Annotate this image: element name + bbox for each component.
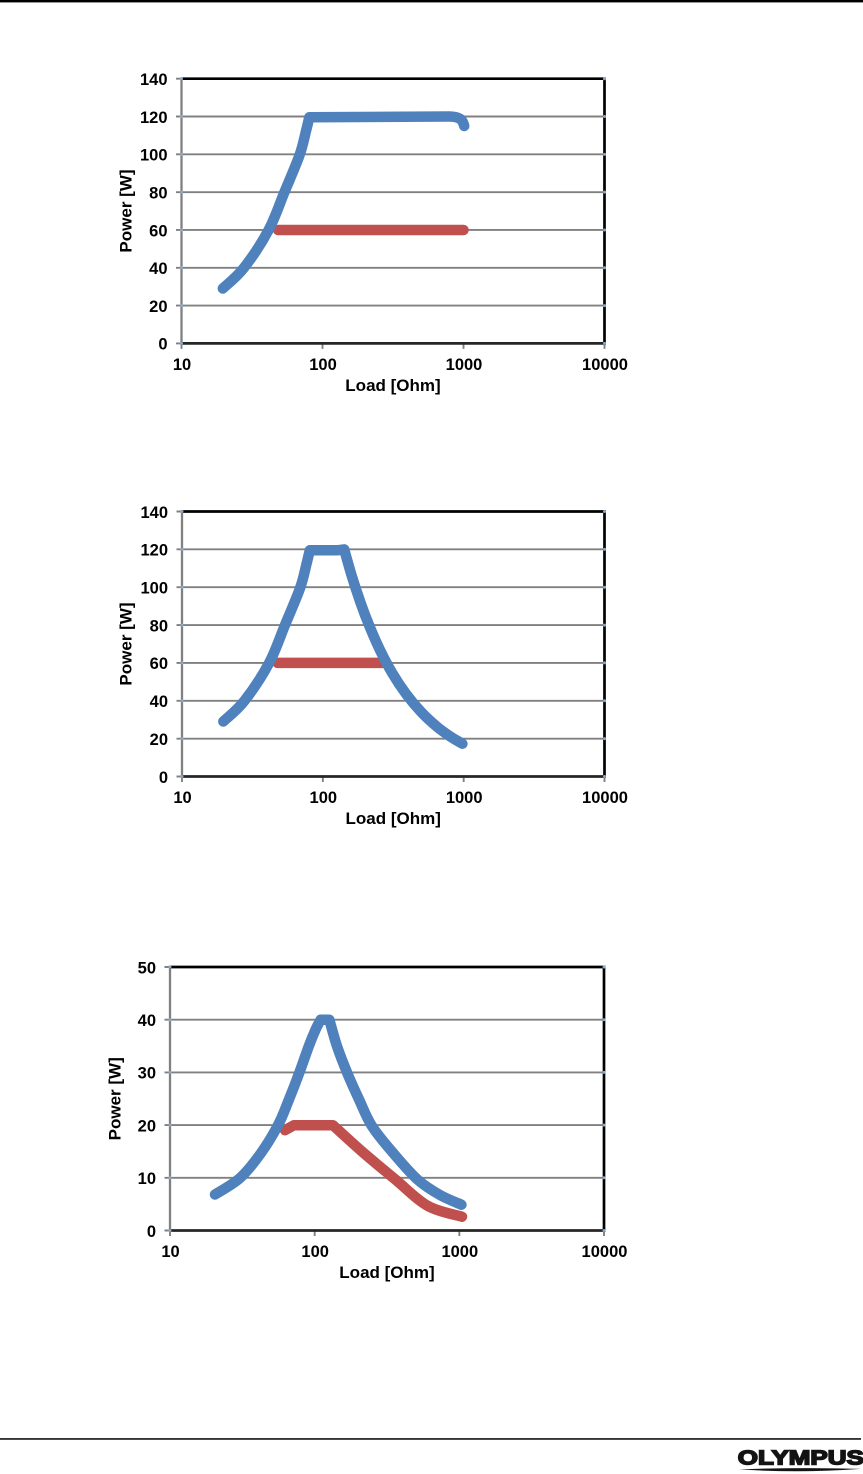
svg-text:1000: 1000 (446, 789, 483, 807)
svg-text:60: 60 (149, 222, 167, 240)
svg-text:120: 120 (140, 542, 168, 560)
svg-text:10: 10 (173, 789, 191, 807)
svg-text:10000: 10000 (582, 1243, 628, 1261)
svg-text:0: 0 (159, 769, 168, 787)
svg-text:40: 40 (149, 260, 167, 278)
svg-text:10: 10 (173, 356, 191, 374)
svg-text:10000: 10000 (582, 356, 628, 374)
svg-text:Load [Ohm]: Load [Ohm] (346, 809, 441, 828)
svg-text:100: 100 (310, 789, 338, 807)
svg-text:20: 20 (149, 298, 167, 316)
svg-text:1000: 1000 (441, 1243, 478, 1261)
svg-text:120: 120 (140, 109, 168, 127)
svg-text:60: 60 (150, 655, 168, 673)
svg-text:10: 10 (161, 1243, 179, 1261)
svg-text:Load [Ohm]: Load [Ohm] (339, 1263, 434, 1282)
svg-text:20: 20 (150, 731, 168, 749)
svg-text:80: 80 (150, 617, 168, 635)
svg-text:40: 40 (150, 693, 168, 711)
svg-text:30: 30 (138, 1065, 156, 1083)
svg-text:50: 50 (138, 959, 156, 977)
svg-text:Power [W]: Power [W] (117, 169, 136, 252)
svg-text:0: 0 (158, 336, 167, 354)
svg-text:10: 10 (138, 1170, 156, 1188)
svg-text:Power [W]: Power [W] (117, 602, 136, 685)
svg-text:Power [W]: Power [W] (106, 1057, 125, 1140)
svg-text:20: 20 (138, 1117, 156, 1135)
svg-text:40: 40 (138, 1012, 156, 1030)
svg-text:1000: 1000 (446, 356, 483, 374)
svg-text:OLYMPUS: OLYMPUS (738, 1447, 863, 1469)
svg-text:100: 100 (309, 356, 337, 374)
svg-text:80: 80 (149, 184, 167, 202)
svg-text:100: 100 (140, 580, 168, 598)
svg-text:140: 140 (140, 504, 168, 522)
svg-text:100: 100 (301, 1243, 329, 1261)
svg-text:140: 140 (140, 71, 168, 89)
svg-text:0: 0 (147, 1223, 156, 1241)
svg-text:100: 100 (140, 147, 168, 165)
svg-text:10000: 10000 (582, 789, 628, 807)
svg-text:Load [Ohm]: Load [Ohm] (345, 376, 440, 395)
